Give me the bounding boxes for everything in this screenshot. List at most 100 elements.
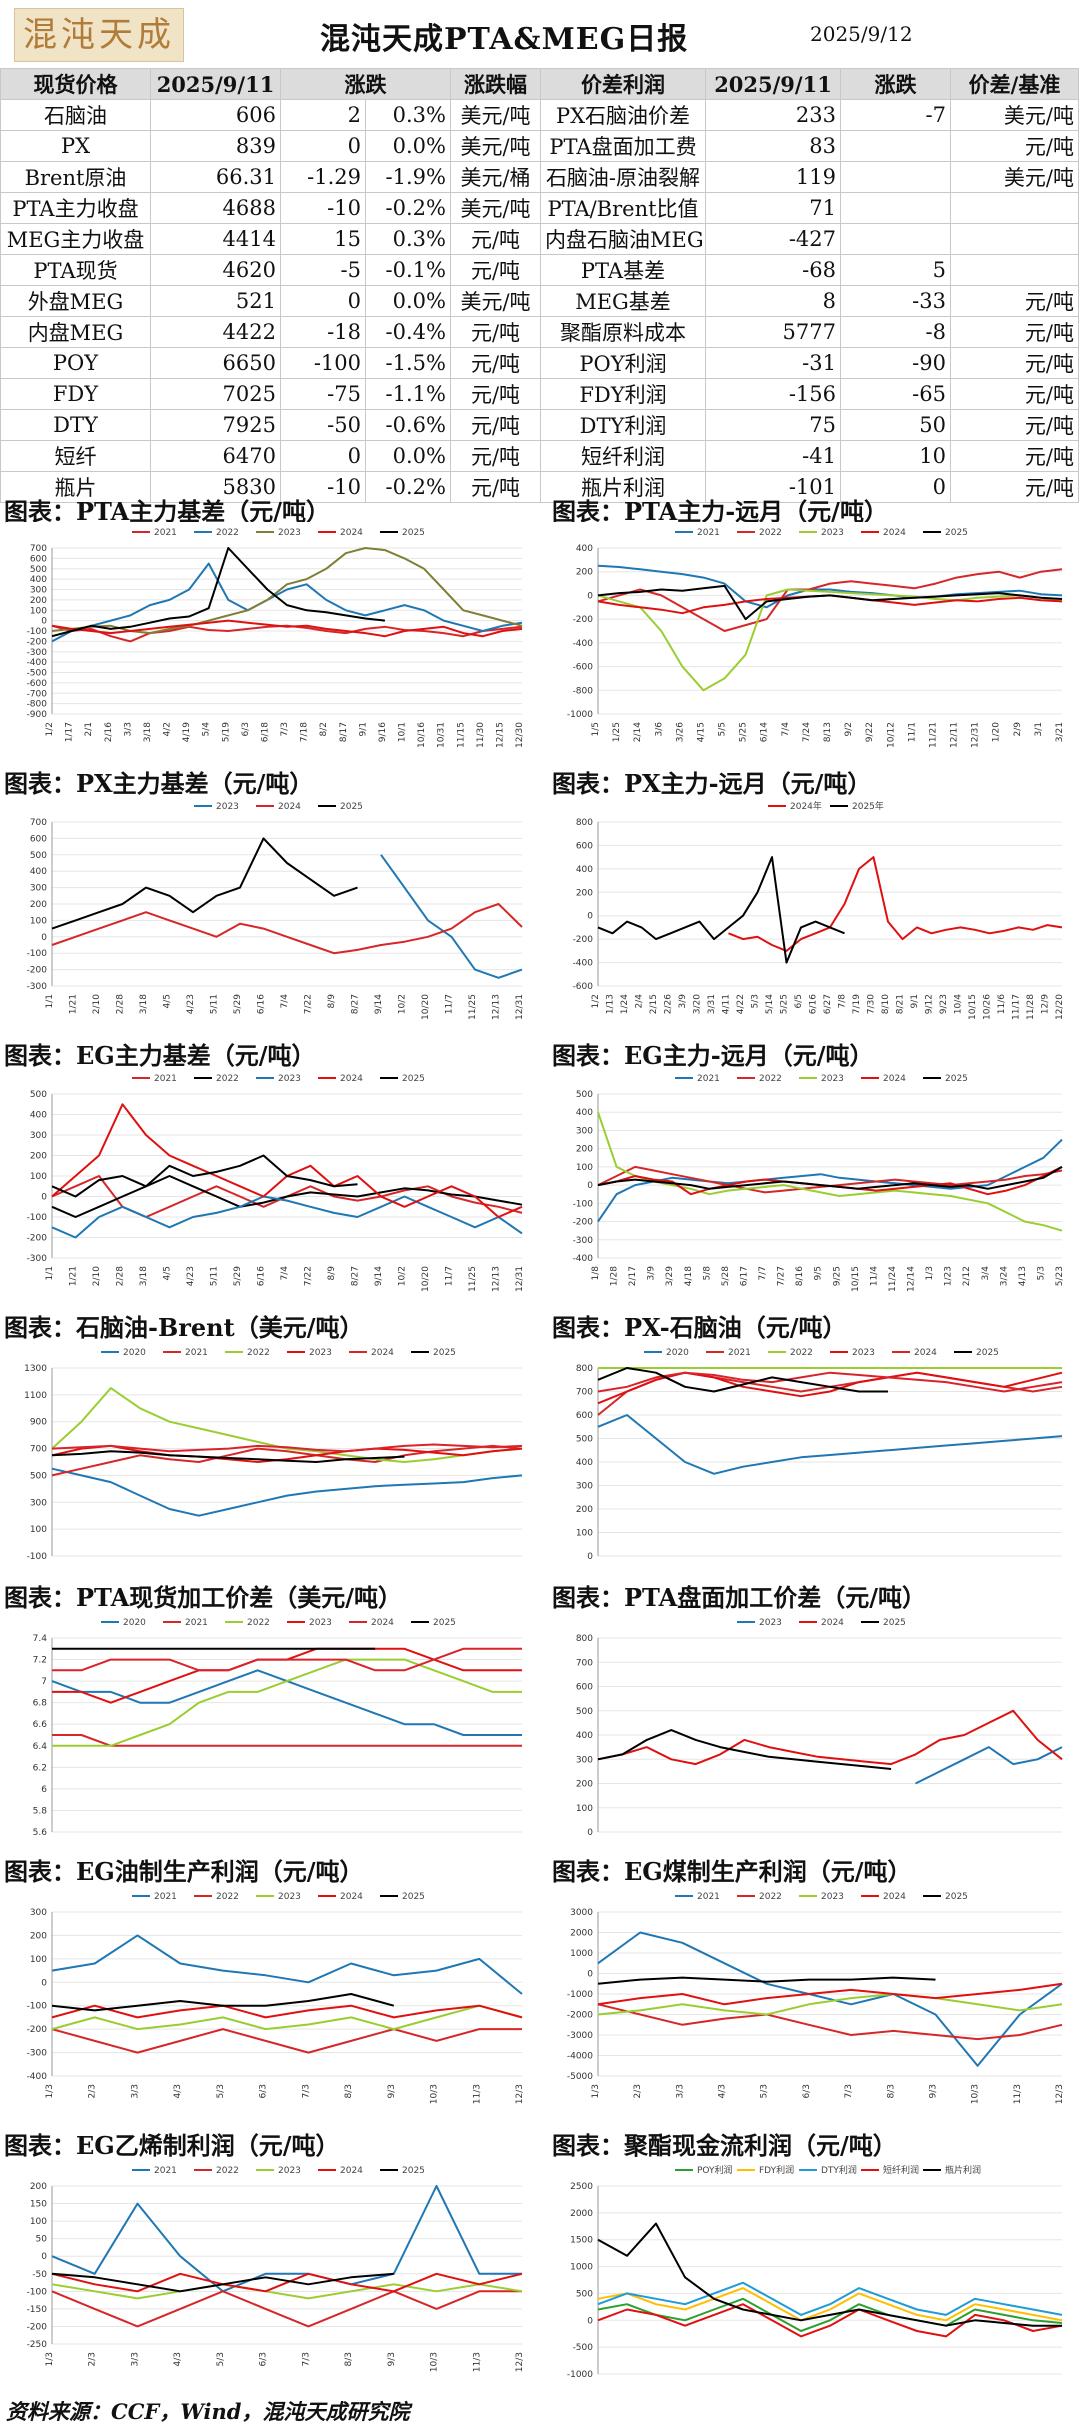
- series-line-2025: [597, 1976, 936, 1985]
- y-tick-label: 100: [30, 606, 47, 616]
- legend-label: 2023: [278, 2166, 301, 2176]
- y-tick-label: 300: [576, 1755, 593, 1765]
- y-tick-label: 6.6: [33, 1720, 48, 1730]
- series-line-2024: [597, 1709, 1063, 1766]
- legend-label: 2023: [821, 528, 844, 538]
- table-cell: -0.6%: [365, 409, 451, 441]
- table-row: POY 6650 -100 -1.5% 元/吨 POY利润 -31 -90 元/吨: [0, 347, 1079, 379]
- y-tick-label: -400: [573, 1254, 594, 1264]
- table-cell: 5777: [705, 316, 841, 348]
- y-tick-label: -200: [27, 2025, 48, 2035]
- col-header: 现货价格: [0, 68, 151, 100]
- x-tick-label: 6/3: [241, 722, 251, 736]
- table-cell: 美元/吨: [950, 161, 1079, 193]
- x-tick-label: 11/3: [472, 2352, 482, 2372]
- y-tick-label: -3000: [567, 2031, 593, 2041]
- table-cell: 元/吨: [950, 409, 1079, 441]
- x-tick-label: 11/15: [456, 722, 466, 748]
- x-tick-label: 8/3: [886, 2084, 896, 2098]
- legend-label: 2021: [185, 1618, 208, 1628]
- x-tick-label: 4/13: [1018, 1266, 1028, 1286]
- chart-px-naphtha: 2020 2021 2022 2023 2024 2025 800 700 600 500 400 3…: [552, 1342, 1076, 1572]
- table-row: 瓶片 5830 -10 -0.2% 元/吨 瓶片利润 -101 0 元/吨: [0, 471, 1079, 503]
- x-tick-label: 11/30: [476, 722, 486, 748]
- x-tick-label: 1/13: [606, 994, 616, 1014]
- x-tick-label: 7/3: [301, 2084, 311, 2098]
- table-cell: -156: [705, 378, 841, 410]
- table-cell: 元/吨: [950, 316, 1079, 348]
- series-line-2024: [597, 1371, 1063, 1393]
- y-tick-label: 600: [30, 834, 47, 844]
- legend-label: 2021: [154, 2166, 177, 2176]
- x-tick-label: 12/3: [515, 2352, 525, 2372]
- x-tick-label: 2/9: [1013, 722, 1023, 737]
- x-tick-label: 9/1: [910, 994, 920, 1008]
- x-tick-label: 5/11: [210, 1266, 220, 1286]
- table-cell: -10: [280, 471, 366, 503]
- x-tick-label: 11/28: [1026, 994, 1036, 1020]
- x-tick-label: 11/25: [468, 994, 478, 1020]
- table-cell: 119: [705, 161, 841, 193]
- y-tick-label: -100: [27, 2002, 48, 2012]
- x-tick-label: 2/10: [92, 1266, 102, 1286]
- y-tick-label: -300: [573, 1236, 594, 1246]
- y-tick-label: -100: [27, 627, 48, 637]
- table-cell: -1.5%: [365, 347, 451, 379]
- x-tick-label: 8/3: [344, 2084, 354, 2098]
- y-tick-label: 6.8: [33, 1699, 48, 1709]
- x-tick-label: 3/29: [665, 1266, 675, 1286]
- y-tick-label: 500: [30, 1090, 47, 1100]
- col-header: 价差利润: [540, 68, 706, 100]
- x-tick-label: 11/4: [869, 1266, 879, 1286]
- table-cell: [840, 192, 951, 224]
- x-tick-label: 1/8: [591, 1266, 601, 1281]
- report-title: 混沌天成PTA&MEG日报: [320, 22, 689, 57]
- chart-pta-spread: 2021 2022 2023 2024 2025 400 200 0 -200 -400 -600 -…: [552, 522, 1076, 760]
- legend-label: 2022: [759, 1892, 782, 1902]
- y-tick-label: 600: [576, 1683, 593, 1693]
- y-tick-label: 100: [30, 916, 47, 926]
- x-tick-label: 11/17: [1012, 994, 1022, 1020]
- series-line-2023: [380, 854, 523, 979]
- col-header: 价差/基准: [950, 68, 1079, 100]
- x-tick-label: 4/2: [163, 722, 173, 736]
- series-line-2023: [915, 1746, 1063, 1785]
- y-tick-label: 500: [30, 851, 47, 861]
- table-cell: 5: [840, 254, 951, 286]
- y-tick-label: 200: [576, 1780, 593, 1790]
- y-tick-label: -500: [27, 669, 48, 679]
- y-tick-label: -600: [27, 679, 48, 689]
- x-tick-label: 2/4: [635, 994, 645, 1009]
- x-tick-label: 5/29: [233, 1266, 243, 1286]
- x-tick-label: 2/12: [962, 1266, 972, 1286]
- y-tick-label: -900: [27, 710, 48, 720]
- x-tick-label: 12/31: [515, 1266, 525, 1292]
- table-cell: POY: [0, 347, 151, 379]
- series-line-2022: [51, 1387, 523, 1463]
- x-tick-label: 2/15: [649, 994, 659, 1014]
- chart-legend: 2021 2022 2023 2024 2025: [132, 528, 425, 538]
- y-tick-label: -150: [27, 2305, 48, 2315]
- x-tick-label: 3/20: [693, 994, 703, 1014]
- y-tick-label: 500: [576, 1435, 593, 1445]
- x-tick-label: 9/1: [358, 722, 368, 736]
- series-line-2024: [51, 1443, 523, 1453]
- y-tick-label: 700: [576, 1388, 593, 1398]
- series-line-2024: [51, 619, 523, 638]
- y-tick-label: 7.4: [33, 1634, 48, 1644]
- table-cell: 元/吨: [450, 440, 541, 472]
- x-tick-label: 7/24: [802, 722, 812, 742]
- table-header-row: 现货价格 2025/9/11 涨跌 涨跌幅 价差利润 2025/9/11 涨跌 …: [0, 68, 1079, 100]
- table-cell: 瓶片: [0, 471, 151, 503]
- table-cell: [840, 223, 951, 255]
- legend-label: 2021: [154, 1074, 177, 1084]
- x-tick-label: 7/3: [280, 722, 290, 736]
- legend-label: DTY利润: [821, 2164, 857, 2176]
- col-header: 2025/9/11: [705, 68, 841, 100]
- legend-label: 2024: [340, 1074, 363, 1084]
- table-cell: PTA主力收盘: [0, 192, 151, 224]
- series-line-2023: [597, 588, 1063, 692]
- series-line-2020: [51, 1467, 523, 1517]
- x-tick-label: 4/3: [718, 2084, 728, 2098]
- x-tick-label: 5/5: [718, 722, 728, 736]
